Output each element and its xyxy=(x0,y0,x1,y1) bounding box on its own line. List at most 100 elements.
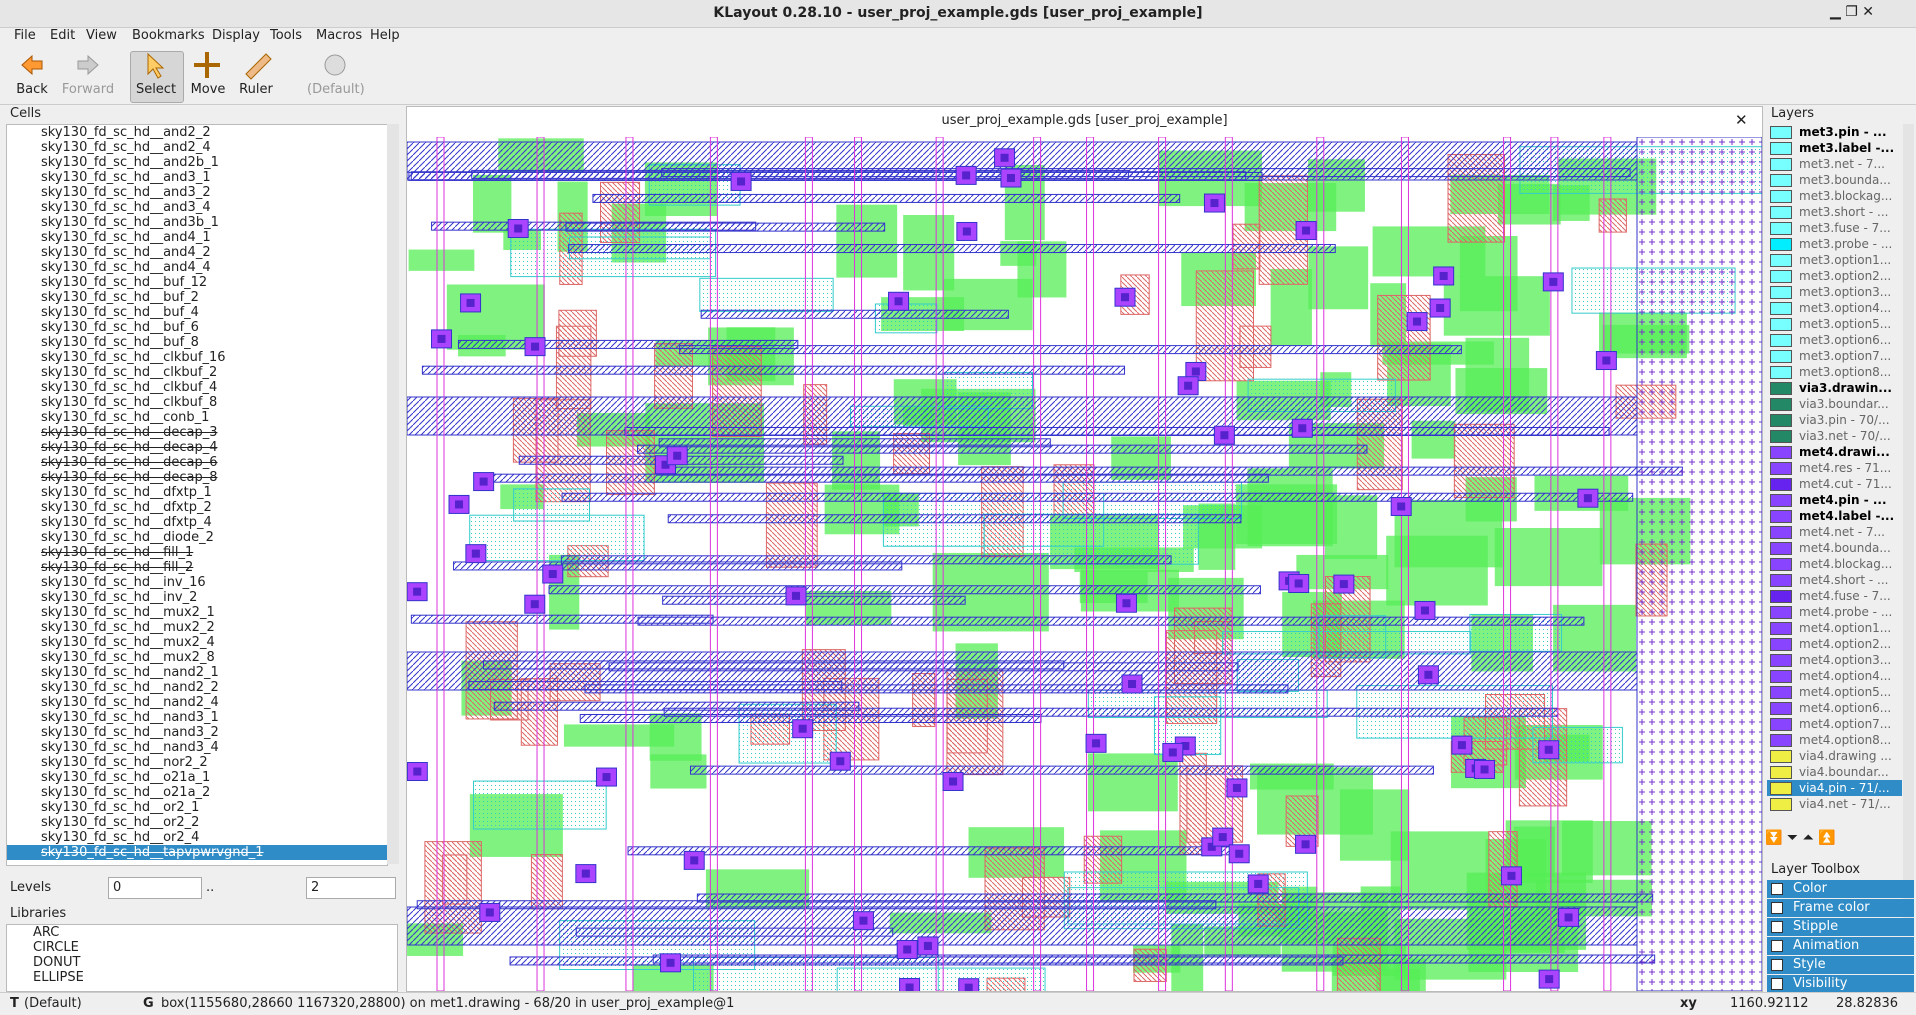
cell-item[interactable]: sky130_fd_sc_hd__nand3_1 xyxy=(41,710,219,725)
cell-item[interactable]: sky130_fd_sc_hd__or2_2 xyxy=(41,815,200,830)
layer-item[interactable]: met3.option6... xyxy=(1799,333,1892,347)
layer-item[interactable]: met4.net - 7... xyxy=(1799,525,1885,539)
cell-item[interactable]: sky130_fd_sc_hd__buf_6 xyxy=(41,320,199,335)
layer-item[interactable]: via3.drawin... xyxy=(1799,381,1892,395)
layout-canvas[interactable] xyxy=(407,137,1762,991)
cell-item[interactable]: sky130_fd_sc_hd__mux2_1 xyxy=(41,605,215,620)
layer-item[interactable]: met3.pin - ... xyxy=(1799,125,1887,139)
toolbox-item[interactable]: Animation xyxy=(1767,937,1914,955)
menu-item[interactable]: Tools xyxy=(270,28,303,43)
layer-item[interactable]: met4.option3... xyxy=(1799,653,1892,667)
toolbox-item[interactable]: Frame color xyxy=(1767,899,1914,917)
layer-item[interactable]: via4.pin - 71/... xyxy=(1799,781,1890,795)
toolbar-button[interactable]: Ruler xyxy=(239,82,273,97)
layer-item[interactable]: met4.option8... xyxy=(1799,733,1892,747)
layer-item[interactable]: met3.option4... xyxy=(1799,301,1892,315)
layer-item[interactable]: met4.bounda... xyxy=(1799,541,1891,555)
library-item[interactable]: ELLIPSE xyxy=(33,970,84,985)
toolbar-button[interactable]: Move xyxy=(190,82,226,97)
layer-item[interactable]: via4.boundar... xyxy=(1799,765,1889,779)
layer-item[interactable]: via3.net - 70/... xyxy=(1799,429,1891,443)
layer-item[interactable]: met3.blockag... xyxy=(1799,189,1893,203)
cell-item[interactable]: sky130_fd_sc_hd__and2_4 xyxy=(41,140,211,155)
cell-item[interactable]: sky130_fd_sc_hd__and2b_1 xyxy=(41,155,219,170)
layer-item[interactable]: met3.fuse - 7... xyxy=(1799,221,1891,235)
cell-item[interactable]: sky130_fd_sc_hd__dfxtp_4 xyxy=(41,515,212,530)
toolbox-label[interactable]: Animation xyxy=(1793,938,1860,953)
menu-item[interactable]: Bookmarks xyxy=(132,28,205,43)
layer-item[interactable]: met3.option7... xyxy=(1799,349,1892,363)
cell-item[interactable]: sky130_fd_sc_hd__buf_12 xyxy=(41,275,208,290)
level-from[interactable]: 0 xyxy=(108,877,202,899)
cell-item[interactable]: sky130_fd_sc_hd__dfxtp_2 xyxy=(41,500,212,515)
toolbar-button[interactable]: Forward xyxy=(61,82,115,97)
cell-item[interactable]: sky130_fd_sc_hd__or2_1 xyxy=(41,800,200,815)
cell-item[interactable]: sky130_fd_sc_hd__buf_4 xyxy=(41,305,199,320)
layer-item[interactable]: met4.option7... xyxy=(1799,717,1892,731)
layer-item[interactable]: met3.label -... xyxy=(1799,141,1895,155)
library-item[interactable]: ARC xyxy=(33,925,60,940)
cell-item[interactable]: sky130_fd_sc_hd__decap_6 xyxy=(41,455,218,470)
toolbox-label[interactable]: Stipple xyxy=(1793,919,1839,934)
layer-item[interactable]: met3.option3... xyxy=(1799,285,1892,299)
cell-item[interactable]: sky130_fd_sc_hd__nand2_1 xyxy=(41,665,219,680)
layer-item[interactable]: met4.option1... xyxy=(1799,621,1892,635)
cell-item[interactable]: sky130_fd_sc_hd__nand2_4 xyxy=(41,695,219,710)
menu-item[interactable]: View xyxy=(86,28,117,43)
cell-item[interactable]: sky130_fd_sc_hd__and3b_1 xyxy=(41,215,219,230)
cell-item[interactable]: sky130_fd_sc_hd__clkbuf_16 xyxy=(41,350,226,365)
cell-item[interactable]: sky130_fd_sc_hd__clkbuf_2 xyxy=(41,365,218,380)
cell-item[interactable]: sky130_fd_sc_hd__clkbuf_4 xyxy=(41,380,218,395)
layer-item[interactable]: met3.probe - ... xyxy=(1799,237,1893,251)
cell-item[interactable]: sky130_fd_sc_hd__mux2_8 xyxy=(41,650,215,665)
toolbox-label[interactable]: Color xyxy=(1793,881,1827,896)
layer-item[interactable]: met3.option5... xyxy=(1799,317,1892,331)
cell-item[interactable]: sky130_fd_sc_hd__buf_2 xyxy=(41,290,199,305)
cell-item[interactable]: sky130_fd_sc_hd__o21a_1 xyxy=(41,770,211,785)
cell-item[interactable]: sky130_fd_sc_hd__decap_4 xyxy=(41,440,218,455)
cell-item[interactable]: sky130_fd_sc_hd__decap_8 xyxy=(41,470,218,485)
cell-item[interactable]: sky130_fd_sc_hd__dfxtp_1 xyxy=(41,485,212,500)
toolbar-button[interactable]: Back xyxy=(16,82,48,97)
layer-item[interactable]: met4.option2... xyxy=(1799,637,1892,651)
cell-item[interactable]: sky130_fd_sc_hd__nand3_4 xyxy=(41,740,219,755)
cell-item[interactable]: sky130_fd_sc_hd__decap_3 xyxy=(41,425,218,440)
layer-item[interactable]: met4.short - ... xyxy=(1799,573,1889,587)
layer-buttons[interactable]: ⏬ ⏷ ⏶ ⏫ xyxy=(1765,830,1836,846)
layer-item[interactable]: met3.short - ... xyxy=(1799,205,1889,219)
toolbar-button[interactable]: (Default) xyxy=(307,82,365,97)
cell-item[interactable]: sky130_fd_sc_hd__inv_2 xyxy=(41,590,198,605)
cell-item[interactable]: sky130_fd_sc_hd__mux2_2 xyxy=(41,620,215,635)
cell-item[interactable]: sky130_fd_sc_hd__inv_16 xyxy=(41,575,206,590)
layer-item[interactable]: met4.cut - 71... xyxy=(1799,477,1892,491)
cell-item[interactable]: sky130_fd_sc_hd__and4_2 xyxy=(41,245,211,260)
menu-item[interactable]: File xyxy=(14,28,36,43)
cell-item[interactable]: sky130_fd_sc_hd__buf_8 xyxy=(41,335,199,350)
cell-item[interactable]: sky130_fd_sc_hd__nor2_2 xyxy=(41,755,208,770)
cell-item[interactable]: sky130_fd_sc_hd__and2_2 xyxy=(41,125,211,140)
toolbar-button[interactable]: Select xyxy=(135,82,177,97)
toolbox-item[interactable]: Style xyxy=(1767,956,1914,974)
cell-item[interactable]: sky130_fd_sc_hd__and3_4 xyxy=(41,200,211,215)
layer-item[interactable]: met4.pin - ... xyxy=(1799,493,1887,507)
toolbox-label[interactable]: Visibility xyxy=(1793,976,1848,991)
menu-item[interactable]: Help xyxy=(370,28,400,43)
toolbox-item[interactable]: Color xyxy=(1767,880,1914,898)
toolbox-label[interactable]: Frame color xyxy=(1793,900,1870,915)
scrollbar[interactable] xyxy=(1903,124,1914,921)
library-item[interactable]: DONUT xyxy=(33,955,81,970)
menu-item[interactable]: Display xyxy=(212,28,260,43)
layer-item[interactable]: via3.pin - 70/... xyxy=(1799,413,1890,427)
scrollbar[interactable] xyxy=(387,124,399,864)
layer-item[interactable]: met4.drawi... xyxy=(1799,445,1890,459)
layer-item[interactable]: met3.net - 7... xyxy=(1799,157,1885,171)
close-view[interactable]: ✕ xyxy=(1735,111,1748,129)
menu-item[interactable]: Edit xyxy=(50,28,76,43)
layer-item[interactable]: met4.option6... xyxy=(1799,701,1892,715)
cell-item[interactable]: sky130_fd_sc_hd__and3_2 xyxy=(41,185,211,200)
cell-item[interactable]: sky130_fd_sc_hd__nand2_2 xyxy=(41,680,219,695)
cell-item[interactable]: sky130_fd_sc_hd__or2_4 xyxy=(41,830,200,845)
cell-item[interactable]: sky130_fd_sc_hd__diode_2 xyxy=(41,530,214,545)
cell-item[interactable]: sky130_fd_sc_hd__and4_1 xyxy=(41,230,211,245)
cell-item[interactable]: sky130_fd_sc_hd__and4_4 xyxy=(41,260,211,275)
